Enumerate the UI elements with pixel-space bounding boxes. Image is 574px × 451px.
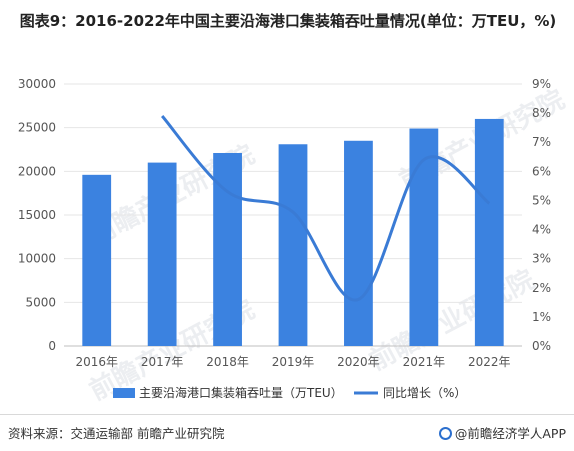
y-right-tick-label: 3%	[532, 252, 551, 266]
bar	[147, 162, 177, 346]
y-right-tick-label: 6%	[532, 164, 551, 178]
y-left-tick-label: 30000	[18, 77, 56, 91]
y-right-tick-label: 8%	[532, 106, 551, 120]
y-right-tick-label: 7%	[532, 135, 551, 149]
source-note: 资料来源：交通运输部 前瞻产业研究院	[8, 426, 225, 441]
bar	[409, 128, 439, 346]
y-right-tick-label: 9%	[532, 77, 551, 91]
legend-line-label: 同比增长（%）	[383, 386, 466, 400]
y-right-tick-label: 1%	[532, 310, 551, 324]
x-tick-label: 2021年	[403, 355, 446, 369]
y-right-tick-label: 0%	[532, 339, 551, 353]
bar	[82, 174, 112, 346]
y-right-tick-label: 5%	[532, 193, 551, 207]
x-tick-label: 2019年	[272, 355, 315, 369]
y-left-tick-label: 15000	[18, 208, 56, 222]
combo-chart: 0 5000 10000 15000 20000 25000 30000 0% 1% 2% 3% 4%…	[18, 77, 551, 400]
y-left-tick-label: 10000	[18, 252, 56, 266]
bar	[278, 144, 308, 346]
y-left-tick-label: 20000	[18, 164, 56, 178]
brand-text: @前瞻经济学人APP	[454, 426, 566, 441]
brand-label: @前瞻经济学人APP	[438, 423, 566, 442]
x-tick-label: 2016年	[75, 355, 118, 369]
x-tick-label: 2018年	[206, 355, 249, 369]
brand-logo-icon	[438, 427, 452, 440]
legend-bar-label: 主要沿海港口集装箱吞吐量（万TEU）	[139, 385, 343, 400]
footer: 资料来源：交通运输部 前瞻产业研究院 @前瞻经济学人APP	[0, 414, 574, 451]
y-right-tick-label: 2%	[532, 281, 551, 295]
x-tick-label: 2020年	[337, 355, 380, 369]
y-left-tick-label: 0	[48, 339, 56, 353]
x-tick-label: 2017年	[141, 355, 184, 369]
chart-title: 图表9：2016-2022年中国主要沿海港口集装箱吞吐量情况(单位：万TEU，%…	[19, 12, 557, 30]
x-tick-label: 2022年	[468, 355, 511, 369]
growth-line	[161, 115, 491, 302]
y-left-tick-label: 25000	[18, 121, 56, 135]
legend-bar-swatch	[113, 388, 135, 398]
bar	[344, 140, 373, 346]
bar	[474, 118, 504, 346]
y-right-tick-label: 4%	[532, 223, 551, 237]
y-left-tick-label: 5000	[25, 295, 56, 309]
